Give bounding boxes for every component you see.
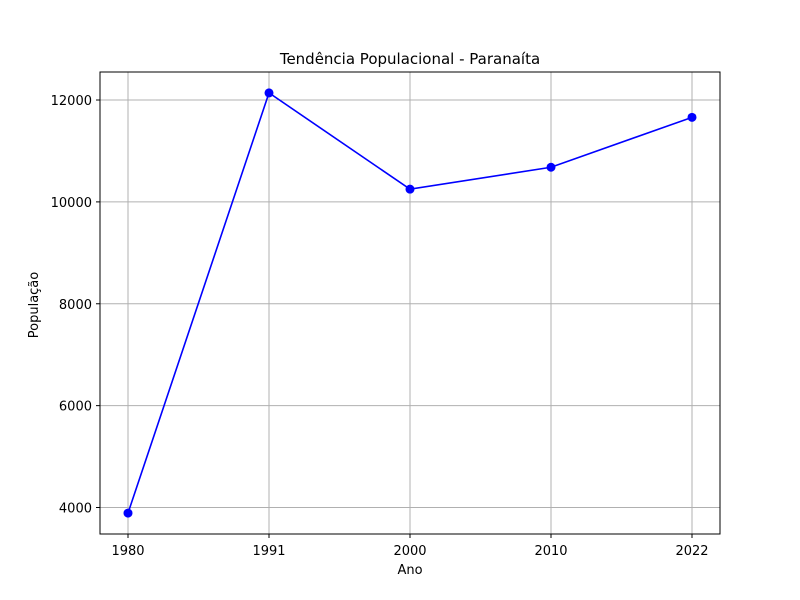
y-tick-label: 8000 <box>59 298 92 313</box>
y-tick-label: 6000 <box>59 400 92 415</box>
data-point <box>264 88 274 98</box>
x-tick-label: 2000 <box>393 544 426 559</box>
x-tick-label: 2022 <box>675 544 708 559</box>
data-point <box>546 162 556 172</box>
x-tick-label: 2010 <box>534 544 567 559</box>
grid-lines <box>100 72 720 534</box>
data-point <box>123 508 133 518</box>
y-tick-label: 10000 <box>51 196 92 211</box>
y-tick-label: 12000 <box>51 94 92 109</box>
data-point <box>687 112 697 122</box>
y-axis-ticks: 4000 6000 8000 10000 12000 <box>51 94 100 517</box>
data-point <box>405 184 415 194</box>
chart-title: Tendência Populacional - Paranaíta <box>279 50 540 68</box>
x-axis-ticks: 1980 1991 2000 2010 2022 <box>111 534 709 559</box>
series-group <box>123 88 697 518</box>
x-tick-label: 1980 <box>111 544 144 559</box>
y-tick-label: 4000 <box>59 502 92 517</box>
x-axis-label: Ano <box>397 563 422 578</box>
x-tick-label: 1991 <box>252 544 285 559</box>
y-axis-label: População <box>27 272 42 339</box>
